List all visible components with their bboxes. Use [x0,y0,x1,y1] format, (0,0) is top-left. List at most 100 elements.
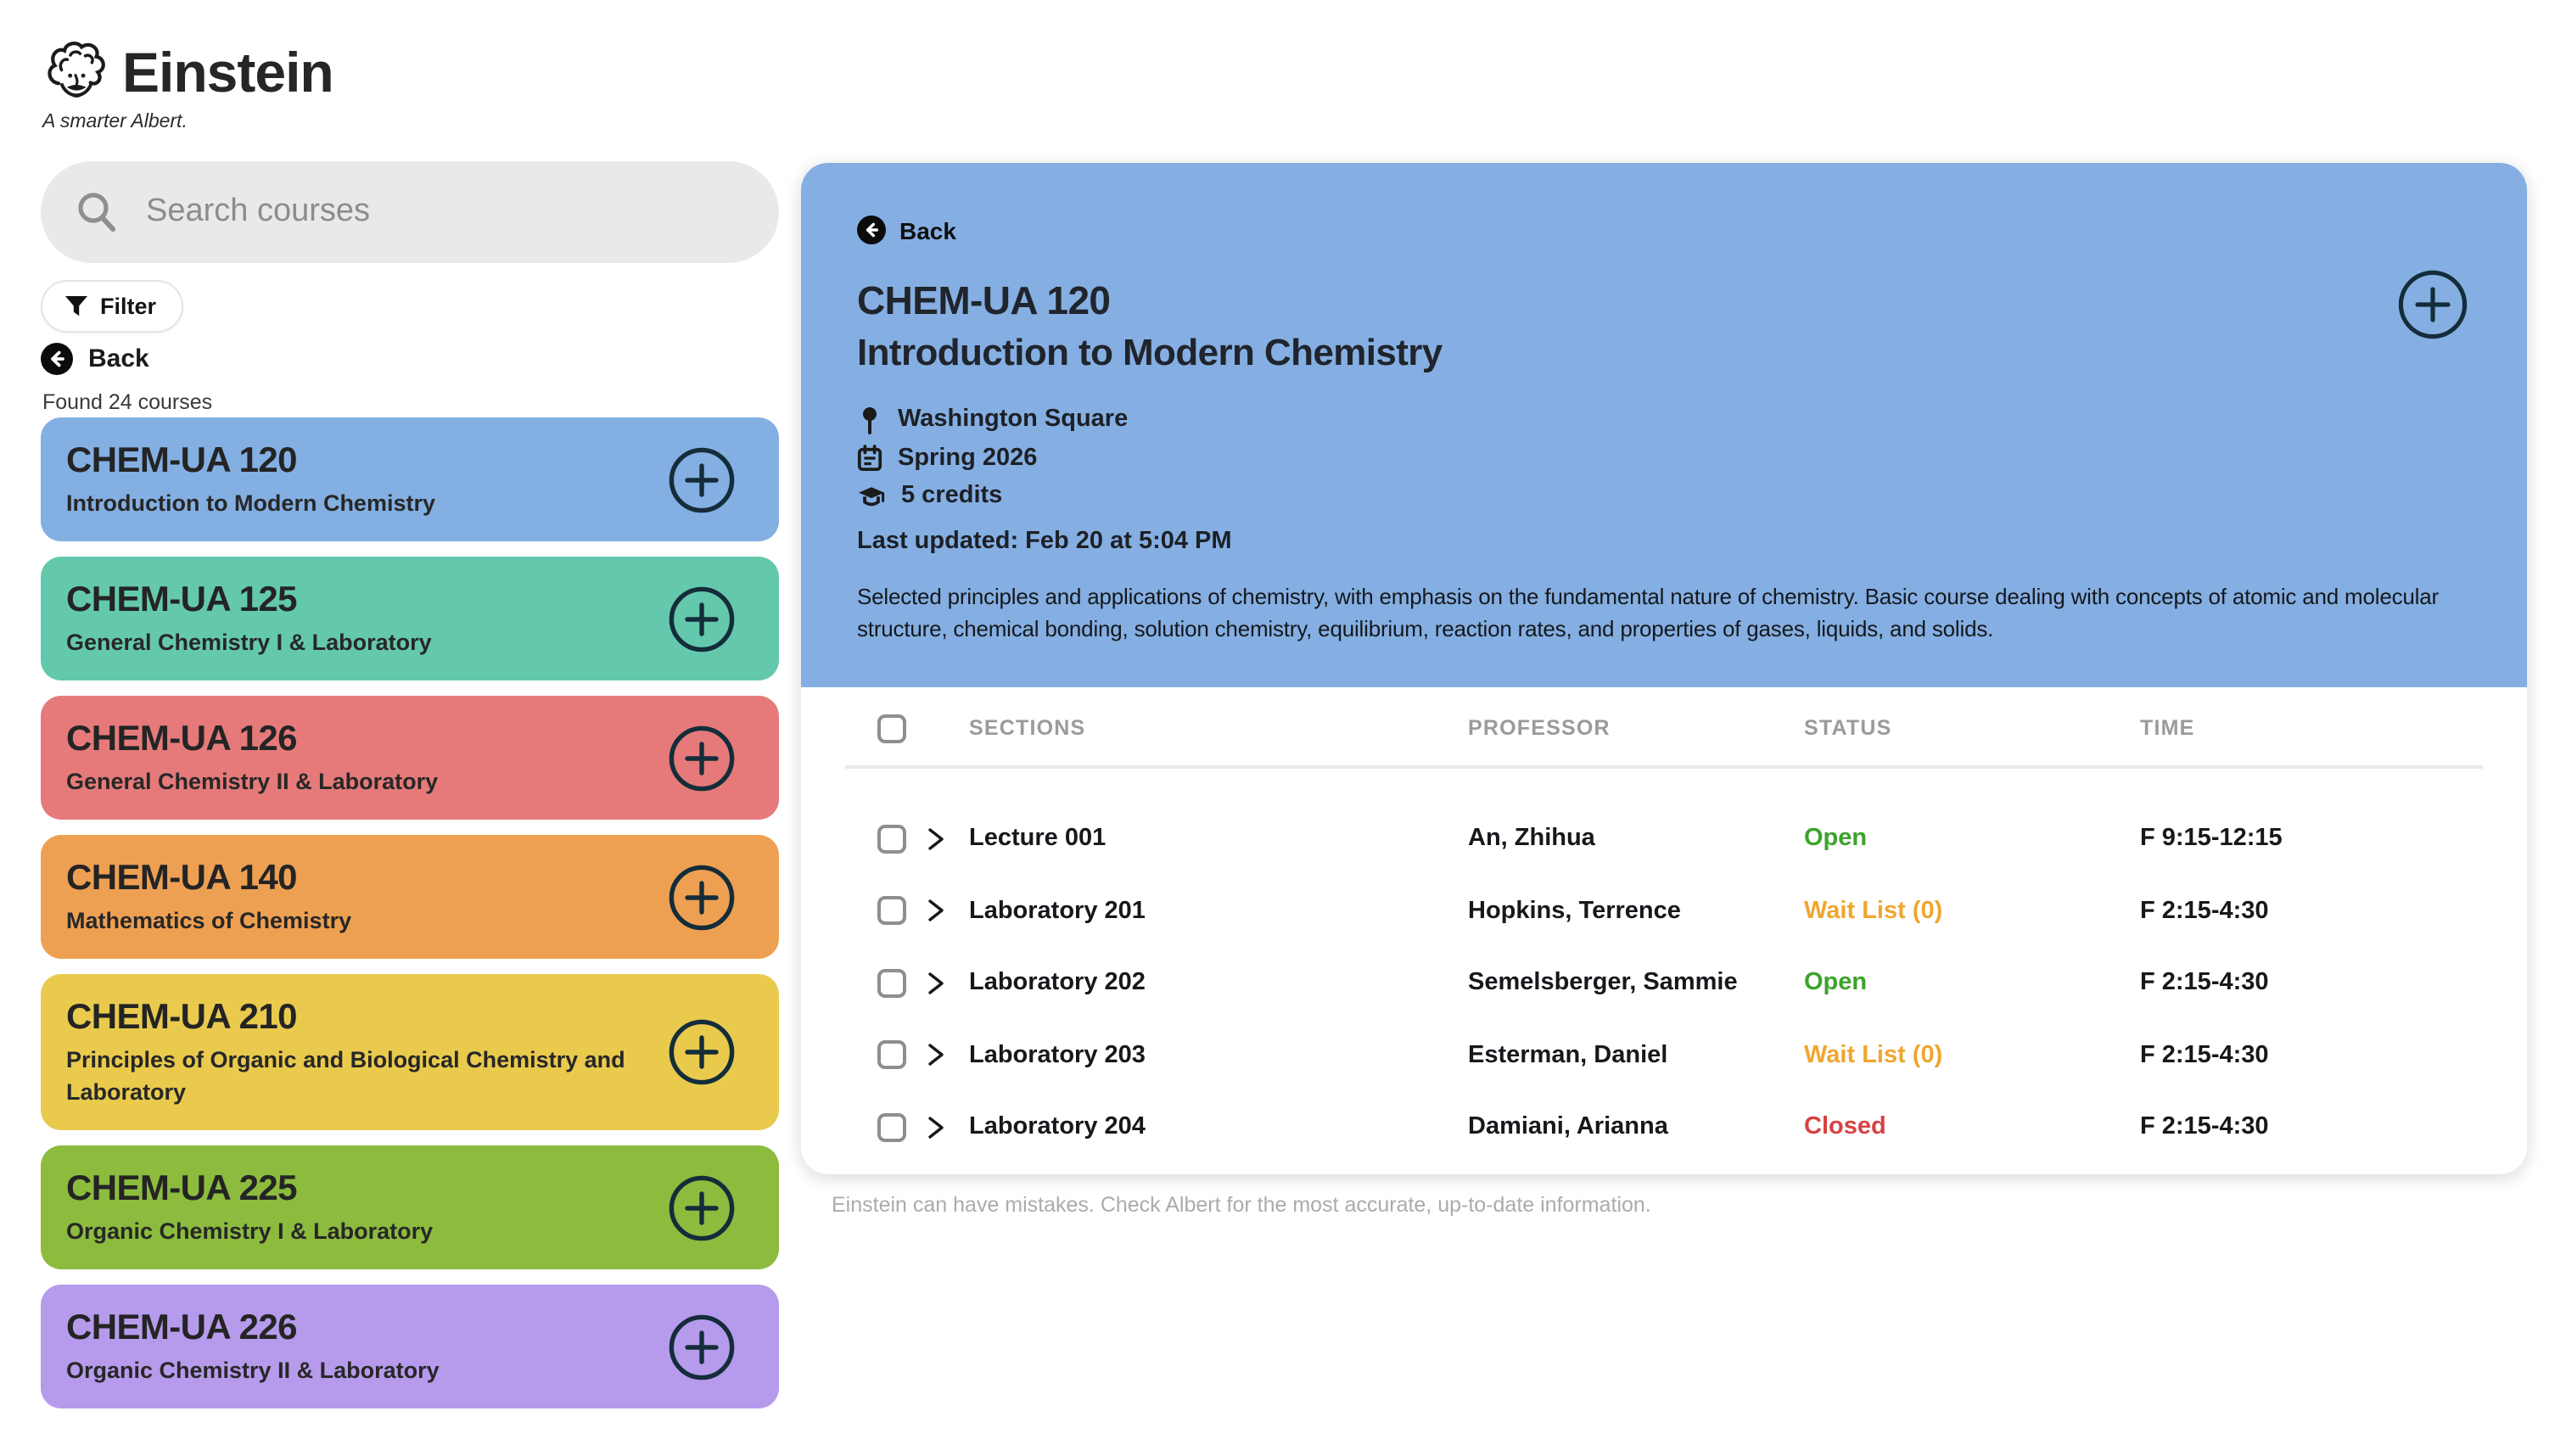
course-code: CHEM-UA 120 [66,441,298,480]
course-card[interactable]: CHEM-UA 125 General Chemistry I & Labora… [41,557,779,680]
credits-label: 5 credits [901,482,1003,510]
course-meta: Washington Square Spring 2026 [857,400,2471,515]
column-professor: PROFESSOR [1468,716,1611,740]
section-professor: Hopkins, Terrence [1468,897,1681,925]
course-description: Selected principles and applications of … [857,583,2439,641]
section-name: Laboratory 204 [969,1113,1146,1141]
course-code: CHEM-UA 140 [66,859,298,898]
course-card[interactable]: CHEM-UA 225 Organic Chemistry I & Labora… [41,1145,779,1269]
chevron-right-icon[interactable] [925,971,969,996]
section-status: Open [1804,825,1868,853]
row-checkbox[interactable] [877,896,906,926]
course-card[interactable]: CHEM-UA 226 Organic Chemistry II & Labor… [41,1285,779,1408]
section-name: Lecture 001 [969,825,1107,853]
section-name: Laboratory 201 [969,897,1146,925]
search-input[interactable] [146,193,748,231]
add-course-icon[interactable] [669,585,735,652]
graduation-cap-icon [857,484,886,509]
calendar-icon [857,444,882,472]
section-row[interactable]: Laboratory 204 Damiani, Arianna Closed F… [845,1091,2483,1163]
select-all-checkbox[interactable] [877,714,906,742]
course-detail-header: Back CHEM-UA 120 Introduction to Modern … [801,163,2527,687]
course-title: Organic Chemistry I & Laboratory [66,1218,434,1244]
course-card[interactable]: CHEM-UA 126 General Chemistry II & Labor… [41,696,779,820]
footer-disclaimer: Einstein can have mistakes. Check Albert… [832,1193,1651,1217]
brand-name: Einstein [122,41,334,104]
last-updated: Last updated: Feb 20 at 5:04 PM [857,527,1232,554]
sidebar-back-label: Back [88,344,149,373]
detail-course-title: Introduction to Modern Chemistry [857,331,1443,373]
section-time: F 2:15-4:30 [2140,897,2269,925]
add-course-icon[interactable] [669,864,735,930]
section-row[interactable]: Laboratory 202 Semelsberger, Sammie Open… [845,947,2483,1019]
add-course-button[interactable] [2398,270,2468,339]
course-title: Mathematics of Chemistry [66,908,352,933]
sections-table-header: SECTIONS PROFESSOR STATUS TIME [845,704,2483,752]
section-professor: Damiani, Arianna [1468,1113,1668,1141]
search-bar[interactable] [41,161,779,263]
section-status: Wait List (0) [1804,897,1943,925]
course-code: CHEM-UA 210 [66,998,298,1037]
detail-back-label: Back [899,216,956,244]
add-course-icon[interactable] [669,446,735,512]
course-card[interactable]: CHEM-UA 210 Principles of Organic and Bi… [41,974,779,1130]
course-title: General Chemistry II & Laboratory [66,769,439,794]
course-code: CHEM-UA 126 [66,720,298,759]
meta-location: Washington Square [857,400,2471,439]
course-code: CHEM-UA 125 [66,580,298,619]
back-circle-icon [41,343,73,375]
section-time: F 2:15-4:30 [2140,1113,2269,1141]
column-status: STATUS [1804,716,1892,740]
brand-tagline: A smarter Albert. [42,112,188,132]
section-professor: Semelsberger, Sammie [1468,969,1738,997]
section-professor: Esterman, Daniel [1468,1041,1668,1069]
detail-course-code: CHEM-UA 120 [857,278,1111,322]
course-card[interactable]: CHEM-UA 140 Mathematics of Chemistry [41,835,779,959]
chevron-right-icon[interactable] [925,1043,969,1068]
sections-table-body: Lecture 001 An, Zhihua Open F 9:15-12:15 [845,769,2483,1163]
add-course-icon[interactable] [669,1313,735,1380]
column-sections: SECTIONS [969,716,1086,740]
row-checkbox[interactable] [877,968,906,998]
sidebar-back-button[interactable]: Back [41,343,149,375]
add-course-icon[interactable] [669,725,735,791]
chevron-right-icon[interactable] [925,1115,969,1140]
term-label: Spring 2026 [898,444,1038,472]
course-list: CHEM-UA 120 Introduction to Modern Chemi… [41,417,779,1408]
section-row[interactable]: Laboratory 203 Esterman, Daniel Wait Lis… [845,1019,2483,1091]
meta-credits: 5 credits [857,477,2471,515]
section-name: Laboratory 202 [969,969,1146,997]
course-code: CHEM-UA 225 [66,1169,298,1208]
section-time: F 2:15-4:30 [2140,969,2269,997]
row-checkbox[interactable] [877,1112,906,1142]
location-pin-icon [857,406,882,434]
section-time: F 2:15-4:30 [2140,1041,2269,1069]
section-row[interactable]: Lecture 001 An, Zhihua Open F 9:15-12:15 [845,803,2483,875]
course-card[interactable]: CHEM-UA 120 Introduction to Modern Chemi… [41,417,779,541]
course-code: CHEM-UA 226 [66,1308,298,1347]
add-course-icon[interactable] [669,1174,735,1240]
back-circle-icon [857,216,886,244]
detail-back-button[interactable]: Back [857,216,956,244]
add-course-icon[interactable] [669,1019,735,1085]
section-status: Wait List (0) [1804,1041,1943,1069]
section-professor: An, Zhihua [1468,825,1595,853]
chevron-right-icon[interactable] [925,826,969,852]
row-checkbox[interactable] [877,824,906,854]
filter-funnel-icon [64,295,88,317]
filter-button[interactable]: Filter [41,280,184,333]
row-checkbox[interactable] [877,1040,906,1070]
course-title: Organic Chemistry II & Laboratory [66,1358,440,1383]
results-count: Found 24 courses [42,390,213,414]
table-divider [845,765,2483,769]
chevron-right-icon[interactable] [925,899,969,924]
filter-label: Filter [100,294,157,319]
section-status: Closed [1804,1113,1886,1141]
course-title: General Chemistry I & Laboratory [66,630,432,655]
section-time: F 9:15-12:15 [2140,825,2283,853]
section-row[interactable]: Laboratory 201 Hopkins, Terrence Wait Li… [845,875,2483,947]
course-detail-panel: Back CHEM-UA 120 Introduction to Modern … [801,163,2527,1174]
column-time: TIME [2140,716,2195,740]
location-label: Washington Square [898,406,1129,434]
